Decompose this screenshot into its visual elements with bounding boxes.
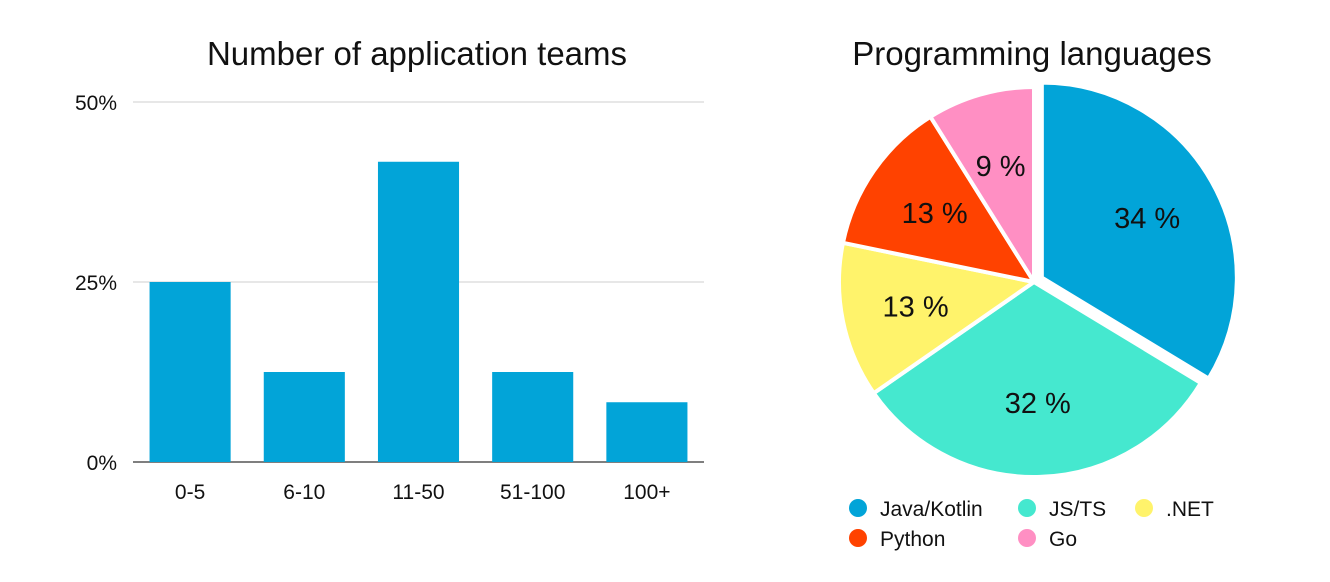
pie-labels: 34 %32 %13 %13 %9 % bbox=[883, 151, 1181, 420]
pie-slice-label: 13 % bbox=[883, 291, 949, 323]
pie-legend: Java/Kotlin JS/TS .NET Python Go bbox=[849, 498, 1214, 551]
bar-x-axis: 0-5 6-10 11-50 51-100 100+ bbox=[175, 481, 671, 504]
pie-slice-net bbox=[837, 240, 1036, 396]
legend-swatch bbox=[1018, 499, 1036, 517]
pie-slice-java-kotlin bbox=[1039, 80, 1239, 381]
bar-chart: Number of application teams 0% 25% 50% 0-5… bbox=[75, 35, 704, 504]
pie-slice-python bbox=[840, 114, 1036, 284]
bar-x-tick-label: 100+ bbox=[623, 481, 670, 504]
bar-6-10 bbox=[263, 372, 345, 462]
bar-x-tick-label: 11-50 bbox=[392, 481, 444, 504]
pie-chart-title: Programming languages bbox=[852, 35, 1212, 72]
pie-slice-go bbox=[928, 85, 1036, 284]
legend-item: .NET bbox=[1135, 498, 1214, 521]
bar-51-100 bbox=[492, 372, 574, 462]
legend-label: .NET bbox=[1166, 498, 1214, 521]
legend-label: Python bbox=[880, 528, 945, 551]
bar-x-tick-label: 51-100 bbox=[500, 481, 565, 504]
pie-slice-label: 13 % bbox=[902, 198, 968, 230]
bar-y-axis: 0% 25% 50% bbox=[75, 92, 117, 475]
legend-swatch bbox=[1135, 499, 1153, 517]
legend-item: Java/Kotlin bbox=[849, 498, 983, 521]
pie-slices bbox=[837, 80, 1239, 479]
pie-slice-label: 32 % bbox=[1005, 388, 1071, 420]
legend-label: Java/Kotlin bbox=[880, 498, 983, 521]
bar-x-tick-label: 6-10 bbox=[283, 481, 325, 504]
bar-11-50 bbox=[377, 161, 460, 462]
bar-series bbox=[149, 161, 688, 462]
bar-y-tick-label: 25% bbox=[75, 272, 117, 295]
legend-swatch bbox=[1018, 529, 1036, 547]
bar-y-tick-label: 50% bbox=[75, 92, 117, 115]
pie-chart: Programming languages 34 %32 %13 %13 %9 … bbox=[837, 35, 1239, 551]
legend-item: Go bbox=[1018, 528, 1077, 551]
legend-label: JS/TS bbox=[1049, 498, 1106, 521]
pie-slice-label: 9 % bbox=[976, 151, 1026, 183]
pie-slice-label: 34 % bbox=[1114, 203, 1180, 235]
legend-swatch bbox=[849, 529, 867, 547]
bar-x-tick-label: 0-5 bbox=[175, 481, 205, 504]
legend-item: Python bbox=[849, 528, 945, 551]
legend-item: JS/TS bbox=[1018, 498, 1106, 521]
bar-chart-title: Number of application teams bbox=[207, 35, 627, 72]
legend-label: Go bbox=[1049, 528, 1077, 551]
pie-slice-js-ts bbox=[871, 280, 1203, 479]
bar-100+ bbox=[606, 402, 688, 462]
bar-0-5 bbox=[149, 282, 231, 462]
legend-swatch bbox=[849, 499, 867, 517]
bar-y-tick-label: 0% bbox=[87, 452, 117, 475]
